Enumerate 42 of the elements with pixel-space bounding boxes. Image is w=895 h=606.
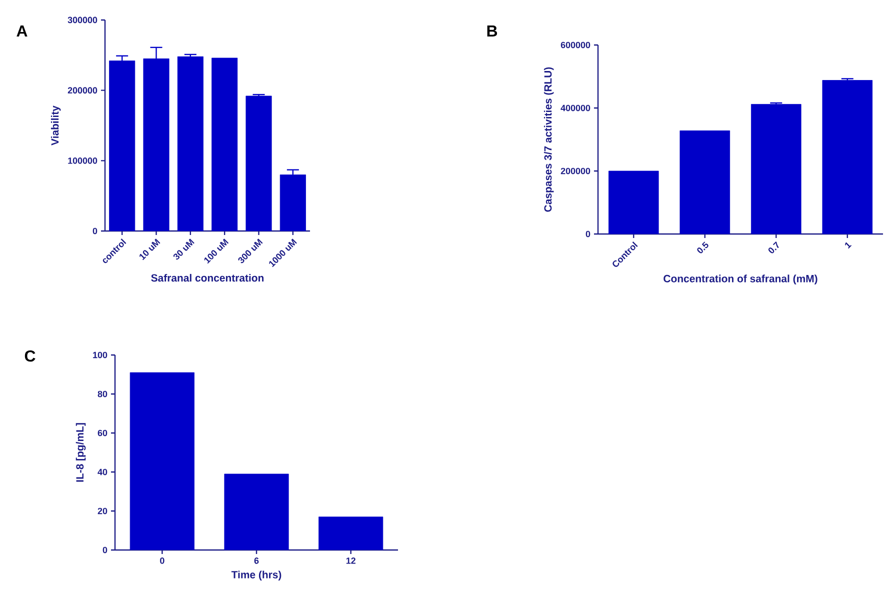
y-tick-label: 100000 xyxy=(68,157,98,164)
bar xyxy=(608,170,659,234)
x-axis-title: Time (hrs) xyxy=(231,570,282,580)
x-tick-label: 100 uM xyxy=(204,238,229,264)
y-tick-label: 0 xyxy=(102,546,108,554)
x-tick-label: 300 uM xyxy=(238,238,263,264)
bar xyxy=(750,104,802,234)
y-tick-label: 80 xyxy=(98,390,108,398)
y-tick-label: 100 xyxy=(93,352,108,358)
y-tick-label: 400000 xyxy=(560,104,590,112)
y-axis-title: Caspases 3/7 activities (RLU) xyxy=(544,67,554,212)
y-tick-label: 200000 xyxy=(68,87,98,94)
x-tick-label: 12 xyxy=(346,558,356,564)
bar xyxy=(177,56,204,231)
y-tick-label: 40 xyxy=(98,468,108,476)
y-tick-label: 600000 xyxy=(560,42,590,48)
bar xyxy=(212,58,238,231)
x-tick-label: 1 xyxy=(845,242,852,249)
x-axis-title: Concentration of safranal (mM) xyxy=(664,274,818,284)
y-tick-label: 0 xyxy=(586,230,590,238)
x-tick-label: 0.7 xyxy=(768,241,779,254)
y-axis-title: IL-8 [pg/mL] xyxy=(76,423,86,482)
y-tick-label: 20 xyxy=(98,508,108,514)
x-tick-label: 0.5 xyxy=(697,242,708,254)
bar xyxy=(680,130,730,234)
y-tick-label: 60 xyxy=(98,430,108,436)
y-tick-label: 200000 xyxy=(560,168,590,174)
x-tick-label: 30 uM xyxy=(173,238,194,260)
x-tick-label: 0 xyxy=(160,558,164,564)
chart-title: C xyxy=(24,350,36,362)
chart-title: B xyxy=(487,26,498,36)
y-tick-label: 300000 xyxy=(68,16,98,24)
y-tick-label: 0 xyxy=(92,228,98,234)
bar xyxy=(280,174,306,231)
x-axis-title: Safranal concentration xyxy=(151,274,264,282)
bar xyxy=(246,96,272,231)
chart-title: A xyxy=(16,26,28,36)
bar xyxy=(822,80,873,234)
x-tick-label: 10 uM xyxy=(139,238,160,260)
bar xyxy=(109,60,136,231)
y-axis-title: Viability xyxy=(50,106,61,146)
x-tick-label: 6 xyxy=(254,558,259,564)
